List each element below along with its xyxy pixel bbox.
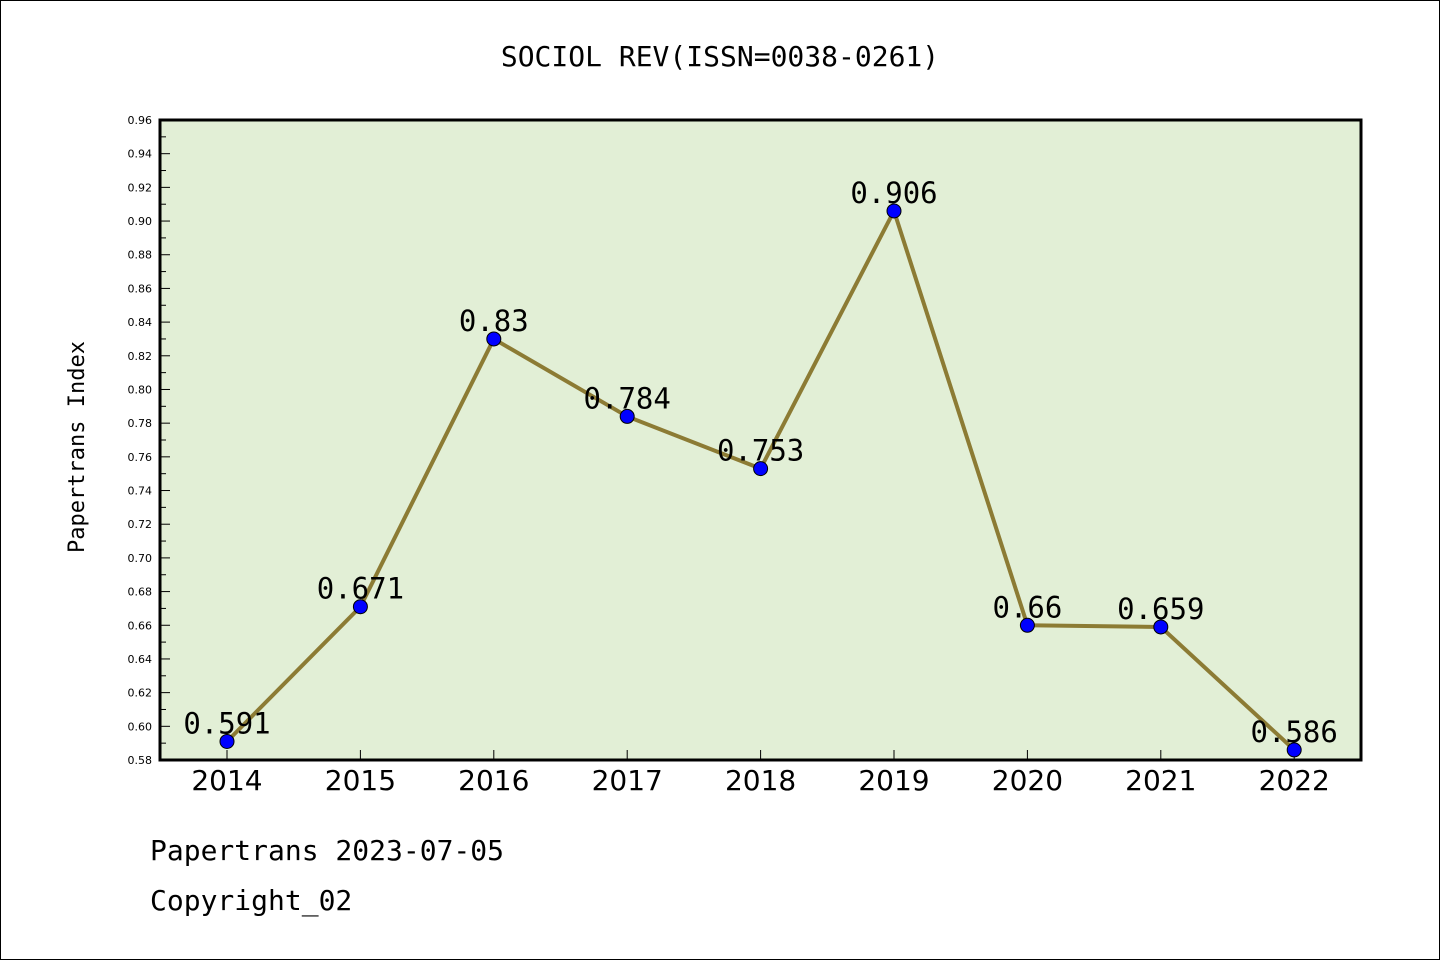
x-tick-label: 2020	[992, 764, 1063, 797]
y-tick-label: 0.68	[128, 586, 153, 599]
y-axis: 0.58 0.60 0.62 0.64 0.66 0.68 0.70 0.72 0.74 0.76…	[128, 114, 170, 767]
data-point	[352, 599, 368, 615]
data-label: 0.66	[992, 590, 1062, 624]
data-point	[486, 331, 502, 347]
y-tick-label: 0.58	[128, 754, 153, 767]
y-tick-label: 0.76	[128, 451, 153, 464]
data-label: 0.906	[850, 176, 937, 210]
y-tick-label: 0.64	[128, 653, 153, 666]
plot-area	[158, 118, 1363, 762]
y-tick-label: 0.90	[128, 215, 153, 228]
x-axis: 2014 2015 2016 2017 2018 2019 2020 2021 2022	[191, 750, 1330, 797]
y-tick-label: 0.74	[128, 485, 153, 498]
y-tick-label: 0.92	[128, 181, 153, 194]
data-point	[886, 203, 902, 219]
y-tick-label: 0.66	[128, 619, 153, 632]
y-tick-label: 0.94	[128, 148, 153, 161]
y-tick-label: 0.86	[128, 282, 153, 295]
data-point	[1019, 617, 1035, 633]
data-point	[1286, 742, 1302, 758]
y-tick-label: 0.82	[128, 350, 153, 363]
y-tick-label: 0.62	[128, 687, 153, 700]
y-axis-label: Papertrans Index	[65, 341, 90, 553]
data-label: 0.83	[459, 304, 529, 338]
data-point	[219, 733, 235, 749]
x-tick-label: 2015	[325, 764, 396, 797]
y-tick-label: 0.60	[128, 720, 153, 733]
data-point	[753, 461, 769, 477]
x-tick-label: 2014	[191, 764, 262, 797]
x-tick-label: 2021	[1125, 764, 1196, 797]
data-labels: 0.591 0.671 0.83 0.784 0.753 0.906 0.66 0.659 0.…	[183, 176, 1338, 749]
data-label: 0.784	[584, 381, 671, 415]
footer-date: Papertrans 2023-07-05	[150, 834, 505, 867]
y-tick-label: 0.80	[128, 383, 153, 396]
x-tick-label: 2016	[458, 764, 529, 797]
data-label: 0.659	[1117, 592, 1204, 626]
x-tick-label: 2017	[592, 764, 663, 797]
chart-title: SOCIOL REV(ISSN=0038-0261)	[501, 40, 939, 73]
x-tick-label: 2022	[1259, 764, 1330, 797]
data-label: 0.586	[1251, 715, 1338, 749]
y-tick-label: 0.72	[128, 518, 153, 531]
data-label: 0.591	[183, 706, 270, 740]
data-label: 0.671	[317, 572, 404, 606]
y-tick-label: 0.96	[128, 114, 153, 127]
y-tick-label: 0.70	[128, 552, 153, 565]
x-tick-label: 2018	[725, 764, 796, 797]
y-tick-label: 0.78	[128, 417, 153, 430]
footer-copyright: Copyright_02	[150, 884, 353, 917]
data-point	[619, 408, 635, 424]
x-tick-label: 2019	[858, 764, 929, 797]
data-label: 0.753	[717, 434, 804, 468]
y-tick-label: 0.84	[128, 316, 153, 329]
y-tick-label: 0.88	[128, 249, 153, 262]
data-point	[1153, 619, 1169, 635]
data-markers	[219, 203, 1302, 758]
